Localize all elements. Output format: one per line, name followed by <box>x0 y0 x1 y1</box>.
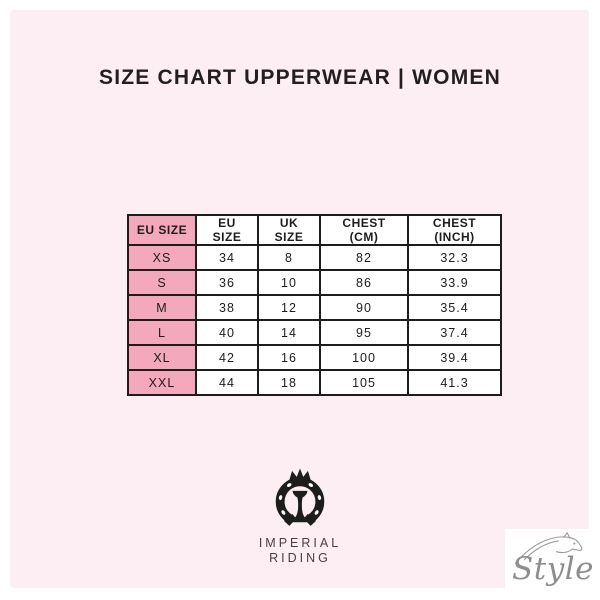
column-header: EU SIZE <box>195 214 259 246</box>
size-value-cell: 90 <box>319 294 409 321</box>
size-value-cell: 36 <box>195 269 259 296</box>
size-label-cell: XL <box>127 344 197 371</box>
size-value-cell: 18 <box>257 369 321 396</box>
horse-head-icon <box>514 532 583 564</box>
size-table-container: EU SIZE EU SIZE UK SIZE CHEST (CM) CHEST (IN… <box>127 214 502 396</box>
size-value-cell: 44 <box>195 369 259 396</box>
size-value-cell: 38 <box>195 294 259 321</box>
size-value-cell: 14 <box>257 319 321 346</box>
size-value-cell: 33.9 <box>407 269 502 296</box>
table-row: L 40 14 95 37.4 <box>127 319 502 346</box>
size-table-body: XS 34 8 82 32.3 S 36 10 86 33.9 M 38 12 90 35.4 L 40 14 95… <box>127 244 502 396</box>
size-value-cell: 82 <box>319 244 409 271</box>
size-value-cell: 10 <box>257 269 321 296</box>
size-value-cell: 86 <box>319 269 409 296</box>
table-row: XL 42 16 100 39.4 <box>127 344 502 371</box>
size-label-cell: S <box>127 269 197 296</box>
size-value-cell: 12 <box>257 294 321 321</box>
size-value-cell: 32.3 <box>407 244 502 271</box>
column-header: CHEST (CM) <box>319 214 409 246</box>
brand-name-line1: IMPERIAL <box>258 536 342 550</box>
table-row: M 38 12 90 35.4 <box>127 294 502 321</box>
size-value-cell: 8 <box>257 244 321 271</box>
size-value-cell: 41.3 <box>407 369 502 396</box>
brand-logo-block: IMPERIAL RIDING <box>0 466 600 566</box>
size-value-cell: 16 <box>257 344 321 371</box>
size-value-cell: 34 <box>195 244 259 271</box>
brand-name-line2: RIDING <box>269 551 331 565</box>
size-value-cell: 39.4 <box>407 344 502 371</box>
column-header: CHEST (INCH) <box>407 214 502 246</box>
size-label-cell: L <box>127 319 197 346</box>
page-title: SIZE CHART UPPERWEAR | WOMEN <box>99 66 501 89</box>
size-table-header-row: EU SIZE EU SIZE UK SIZE CHEST (CM) CHEST (IN… <box>127 214 502 246</box>
size-label-cell: XXL <box>127 369 197 396</box>
watermark-text: Style <box>512 551 594 587</box>
table-row: XS 34 8 82 32.3 <box>127 244 502 271</box>
size-value-cell: 35.4 <box>407 294 502 321</box>
brand-name: IMPERIAL RIDING <box>0 536 600 566</box>
size-value-cell: 100 <box>319 344 409 371</box>
style-watermark: Style <box>505 529 600 600</box>
horseshoe-crown-logo-icon <box>275 468 325 534</box>
size-value-cell: 40 <box>195 319 259 346</box>
size-label-cell: XS <box>127 244 197 271</box>
table-row: S 36 10 86 33.9 <box>127 269 502 296</box>
size-value-cell: 105 <box>319 369 409 396</box>
size-value-cell: 42 <box>195 344 259 371</box>
size-value-cell: 95 <box>319 319 409 346</box>
column-header: EU SIZE <box>127 214 197 246</box>
size-value-cell: 37.4 <box>407 319 502 346</box>
column-header: UK SIZE <box>257 214 321 246</box>
size-table: EU SIZE EU SIZE UK SIZE CHEST (CM) CHEST (IN… <box>127 214 502 396</box>
table-row: XXL 44 18 105 41.3 <box>127 369 502 396</box>
size-label-cell: M <box>127 294 197 321</box>
